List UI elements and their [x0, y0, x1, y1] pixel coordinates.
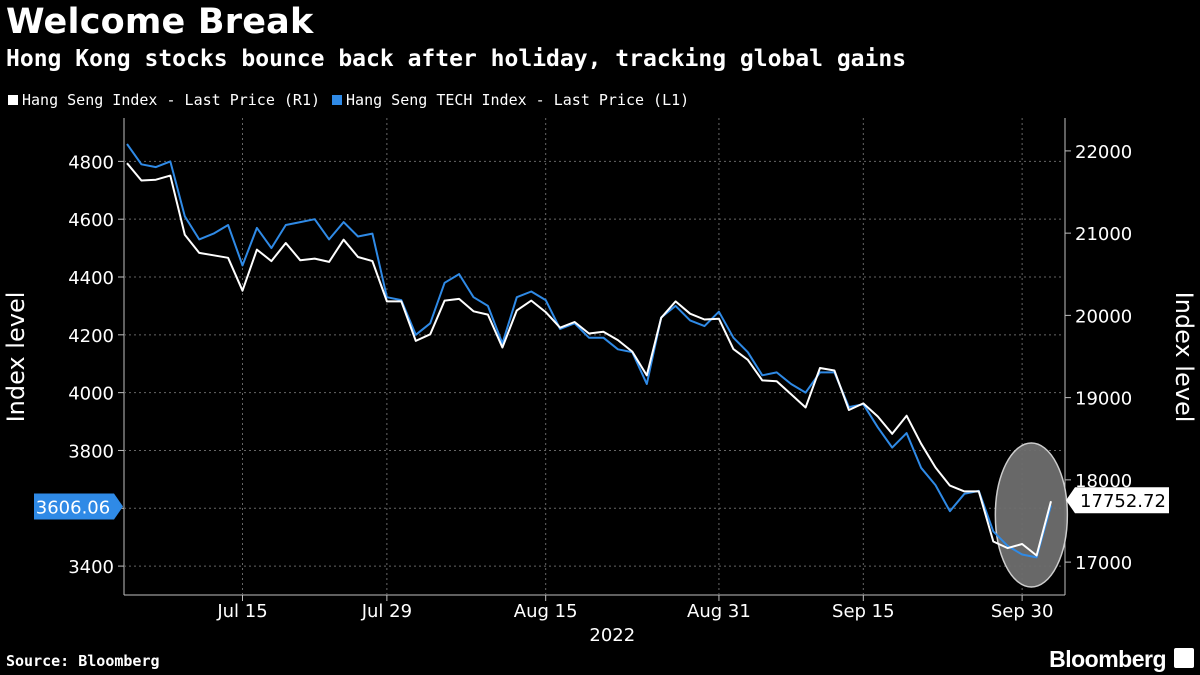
- chart-subtitle: Hong Kong stocks bounce back after holid…: [6, 46, 907, 72]
- legend-swatch-hsi: [8, 95, 18, 105]
- last-value-label-left: 3606.06: [36, 498, 110, 519]
- last-value-tag-left: [34, 493, 123, 520]
- x-axis-tick-label: Aug 15: [514, 601, 578, 622]
- source-note: Source: Bloomberg: [6, 652, 160, 670]
- legend: Hang Seng Index - Last Price (R1) Hang S…: [8, 91, 689, 109]
- last-value-label-right: 17752.72: [1080, 491, 1166, 512]
- left-axis-tick-label: 4000: [68, 384, 114, 405]
- series-line-hang-seng-index: [126, 162, 1052, 557]
- right-axis-tick-label: 20000: [1075, 306, 1132, 327]
- left-axis-title: Index level: [2, 292, 30, 423]
- legend-item-hsi: Hang Seng Index - Last Price (R1): [8, 91, 320, 109]
- last-value-tag-right: [1066, 487, 1169, 514]
- bloomberg-terminal-icon: [1174, 648, 1194, 668]
- x-axis-tick-label: Jul 29: [361, 601, 412, 622]
- right-axis-tick-label: 18000: [1075, 471, 1132, 492]
- left-axis-tick-label: 4800: [68, 152, 114, 173]
- legend-item-hstech: Hang Seng TECH Index - Last Price (L1): [332, 91, 689, 109]
- right-axis-title: Index level: [1170, 292, 1198, 423]
- legend-label-hstech: Hang Seng TECH Index - Last Price (L1): [346, 91, 690, 109]
- right-axis-tick-label: 19000: [1075, 389, 1132, 410]
- right-axis-tick-label: 22000: [1075, 142, 1132, 163]
- x-axis-tick-label: Aug 31: [687, 601, 751, 622]
- highlight-ellipse: [994, 442, 1069, 588]
- series-line-hang-seng-tech: [126, 143, 1052, 559]
- left-axis-tick-label: 3800: [68, 441, 114, 462]
- left-axis-tick-label: 4400: [68, 268, 114, 289]
- left-axis-tick-label: 3400: [68, 557, 114, 578]
- left-axis-tick-label: 4200: [68, 326, 114, 347]
- x-axis-tick-label: Sep 30: [991, 601, 1054, 622]
- x-axis-year-label: 2022: [589, 625, 635, 646]
- legend-label-hsi: Hang Seng Index - Last Price (R1): [22, 91, 321, 109]
- chart-title: Welcome Break: [6, 2, 314, 42]
- left-axis-tick-label: 4600: [68, 210, 114, 231]
- right-axis-tick-label: 21000: [1075, 224, 1132, 245]
- x-axis-tick-label: Sep 15: [832, 601, 895, 622]
- x-axis-tick-label: Jul 15: [216, 601, 267, 622]
- right-axis-tick-label: 17000: [1075, 553, 1132, 574]
- brand-logo-text: Bloomberg: [1049, 646, 1166, 672]
- legend-swatch-hstech: [332, 95, 343, 105]
